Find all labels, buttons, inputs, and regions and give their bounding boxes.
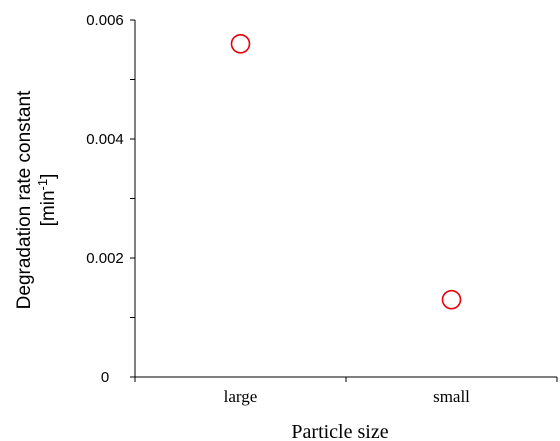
x-ticks (134, 377, 558, 382)
x-tick-label: small (433, 387, 470, 406)
y-ticks (130, 19, 135, 378)
data-points (230, 33, 462, 310)
y-axis-unit-suffix: ] (38, 174, 59, 179)
y-tick-label: 0 (101, 369, 109, 386)
x-axis-title: Particle size (291, 421, 388, 441)
y-tick-label: 0.004 (86, 131, 124, 148)
y-axis-unit-exponent: -1 (35, 179, 50, 191)
data-point (441, 289, 462, 310)
y-axis-unit-prefix: [min (38, 190, 59, 226)
y-tick-labels: 0 0.002 0.004 0.006 (86, 12, 124, 386)
y-tick-label: 0.002 (86, 250, 124, 267)
x-tick-label: large (224, 387, 258, 406)
y-tick-label: 0.006 (86, 12, 124, 29)
data-point (230, 33, 251, 54)
x-tick-labels: large small (224, 387, 471, 406)
y-axis-title-line1: Degradation rate constant (14, 90, 35, 309)
y-axis-title-line2: [min-1] (35, 174, 59, 227)
plot-area: 0 0.002 0.004 0.006 large small (86, 12, 558, 406)
